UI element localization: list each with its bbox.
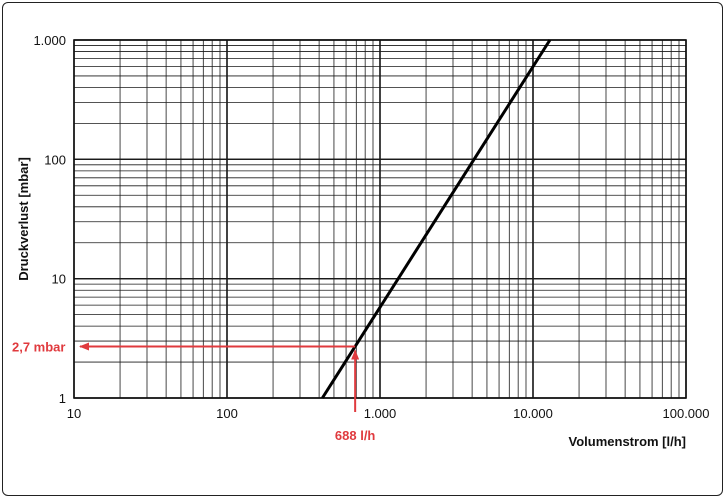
y-tick-label: 1 [59, 391, 66, 406]
x-tick-label: 10 [67, 406, 81, 421]
data-series [321, 39, 552, 399]
y-tick-label: 1.000 [33, 33, 66, 48]
annotation-x-label: 688 l/h [335, 428, 376, 443]
x-tick-label: 100 [216, 406, 238, 421]
annotation-y-label: 2,7 mbar [12, 340, 65, 355]
y-tick-label: 100 [44, 152, 66, 167]
x-tick-label: 100.000 [663, 406, 710, 421]
annotation-group [79, 342, 360, 412]
series-line [321, 39, 552, 399]
y-tick-label: 10 [52, 272, 66, 287]
chart-frame [2, 2, 723, 496]
plot-border [73, 39, 687, 399]
x-tick-label: 1.000 [364, 406, 397, 421]
grid-lines [73, 39, 687, 399]
x-axis-label: Volumenstrom [l/h] [569, 434, 686, 449]
y-axis-label: Druckverlust [mbar] [16, 157, 31, 281]
x-tick-label: 10.000 [513, 406, 553, 421]
